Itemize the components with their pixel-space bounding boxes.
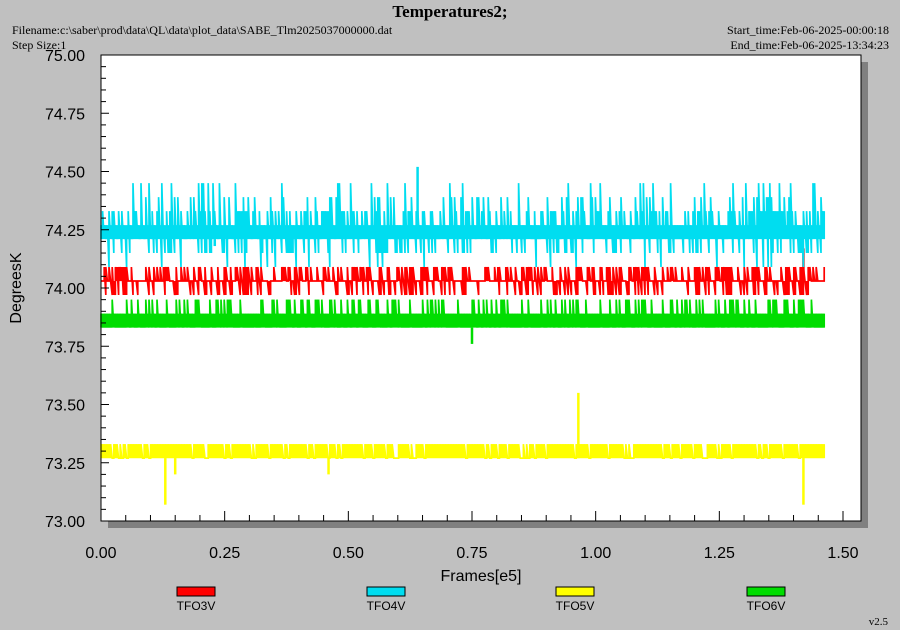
legend-swatch: [555, 586, 595, 597]
legend: TFO3V TFO4V TFO5V TFO6V: [176, 586, 786, 613]
y-tick-label: 73.25: [45, 456, 85, 473]
series-tfo5v: [100, 392, 826, 505]
series-layer: [100, 166, 826, 505]
x-tick-label: 0.25: [209, 545, 240, 562]
y-tick-label: 74.00: [45, 281, 85, 298]
filename-label: Filename:c:\saber\prod\data\QL\data\plot…: [12, 23, 393, 37]
legend-item-tfo4v: TFO4V: [366, 586, 406, 613]
x-tick-label: 1.50: [827, 545, 858, 562]
start-time-label: Start_time:Feb-06-2025-00:00:18: [727, 23, 889, 37]
y-tick-label: 74.50: [45, 165, 85, 182]
x-tick-label: 0.00: [85, 545, 116, 562]
plot-area: [100, 54, 862, 522]
series-tfo5v-line: [100, 444, 826, 459]
series-tfo3v-line: [101, 266, 826, 296]
series-tfo6v: [100, 299, 826, 344]
axis-layer: 73.00 73.25 73.50 73.75 74.00 74.25 74.50 74.75…: [45, 48, 859, 562]
legend-item-tfo3v: TFO3V: [176, 586, 216, 613]
x-axis-label: Frames[e5]: [441, 568, 522, 585]
y-axis-label: DegreesK: [8, 252, 25, 323]
series-tfo4v-line: [100, 183, 826, 268]
y-tick-label: 73.00: [45, 514, 85, 531]
legend-label: TFO5V: [556, 599, 595, 613]
y-tick-label: 73.50: [45, 398, 85, 415]
legend-label: TFO6V: [747, 599, 786, 613]
step-size-label: Step Size:1: [12, 38, 67, 52]
end-time-label: End_time:Feb-06-2025-13:34:23: [730, 38, 889, 52]
chart-title: Temperatures2;: [392, 2, 508, 21]
version-label: v2.5: [868, 616, 888, 628]
legend-swatch: [366, 586, 406, 597]
legend-label: TFO4V: [367, 599, 406, 613]
y-tick-label: 75.00: [45, 48, 85, 65]
legend-item-tfo6v: TFO6V: [746, 586, 786, 613]
y-tick-label: 73.75: [45, 339, 85, 356]
legend-swatch: [176, 586, 216, 597]
legend-item-tfo5v: TFO5V: [555, 586, 595, 613]
x-tick-label: 1.00: [580, 545, 611, 562]
legend-swatch: [746, 586, 786, 597]
legend-label: TFO3V: [177, 599, 216, 613]
series-tfo6v-line: [100, 299, 826, 328]
x-tick-label: 1.25: [704, 545, 735, 562]
x-tick-label: 0.75: [456, 545, 487, 562]
y-tick-label: 74.25: [45, 223, 85, 240]
series-tfo4v: [100, 166, 826, 268]
x-tick-label: 0.50: [333, 545, 364, 562]
y-tick-label: 74.75: [45, 106, 85, 123]
